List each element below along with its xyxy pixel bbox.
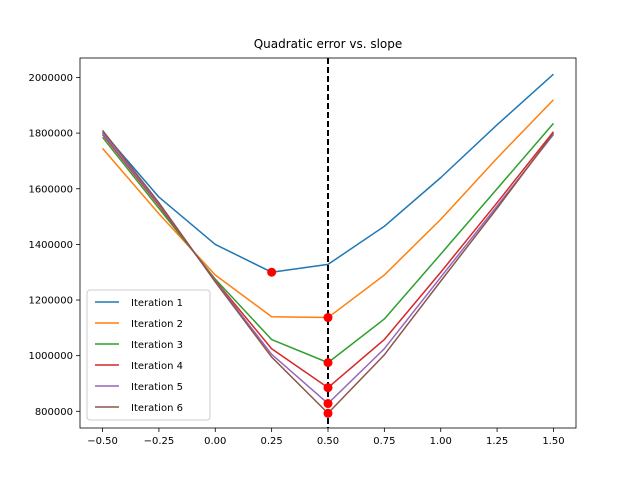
x-tick-label: 1.50: [542, 436, 564, 447]
min-marker-iteration-5: [323, 399, 333, 409]
x-tick-label: 1.25: [486, 436, 508, 447]
x-tick-label: 0.75: [373, 436, 395, 447]
series-line-iteration-1: [101, 73, 554, 273]
y-tick-label: 2000000: [28, 73, 73, 84]
x-tick-label: 0.50: [317, 436, 339, 447]
chart-title: Quadratic error vs. slope: [254, 37, 403, 51]
y-tick-label: 1600000: [28, 184, 73, 195]
y-tick-label: 1800000: [28, 129, 73, 140]
y-axis: 800000 1000000 1200000 1400000 1600000 180000…: [28, 73, 80, 418]
legend-box: [86, 289, 211, 421]
legend-label: Iteration 2: [131, 319, 183, 330]
legend-label: Iteration 6: [131, 403, 183, 414]
x-tick-label: −0.50: [87, 436, 118, 447]
x-axis: −0.50 −0.25 0.00 0.25 0.50 0.75 1.00 1.25 1.50: [87, 428, 565, 447]
y-tick-label: 1200000: [28, 296, 73, 307]
min-marker-iteration-2: [323, 313, 333, 323]
legend-label: Iteration 4: [131, 361, 183, 372]
legend-label: Iteration 5: [131, 382, 183, 393]
x-tick-label: 0.25: [261, 436, 283, 447]
markers-group: [267, 267, 333, 418]
x-tick-label: 1.00: [430, 436, 452, 447]
x-tick-label: 0.00: [204, 436, 226, 447]
min-marker-iteration-4: [323, 383, 333, 393]
min-marker-iteration-1: [267, 267, 277, 277]
legend-label: Iteration 1: [131, 298, 183, 309]
legend-label: Iteration 3: [131, 340, 183, 351]
x-tick-label: −0.25: [144, 436, 175, 447]
legend: Iteration 1 Iteration 2 Iteration 3 Iterati…: [86, 289, 211, 421]
min-marker-iteration-3: [323, 358, 333, 368]
y-tick-label: 1000000: [28, 351, 73, 362]
y-tick-label: 800000: [35, 407, 73, 418]
y-tick-label: 1400000: [28, 240, 73, 251]
min-marker-iteration-6: [323, 408, 333, 418]
